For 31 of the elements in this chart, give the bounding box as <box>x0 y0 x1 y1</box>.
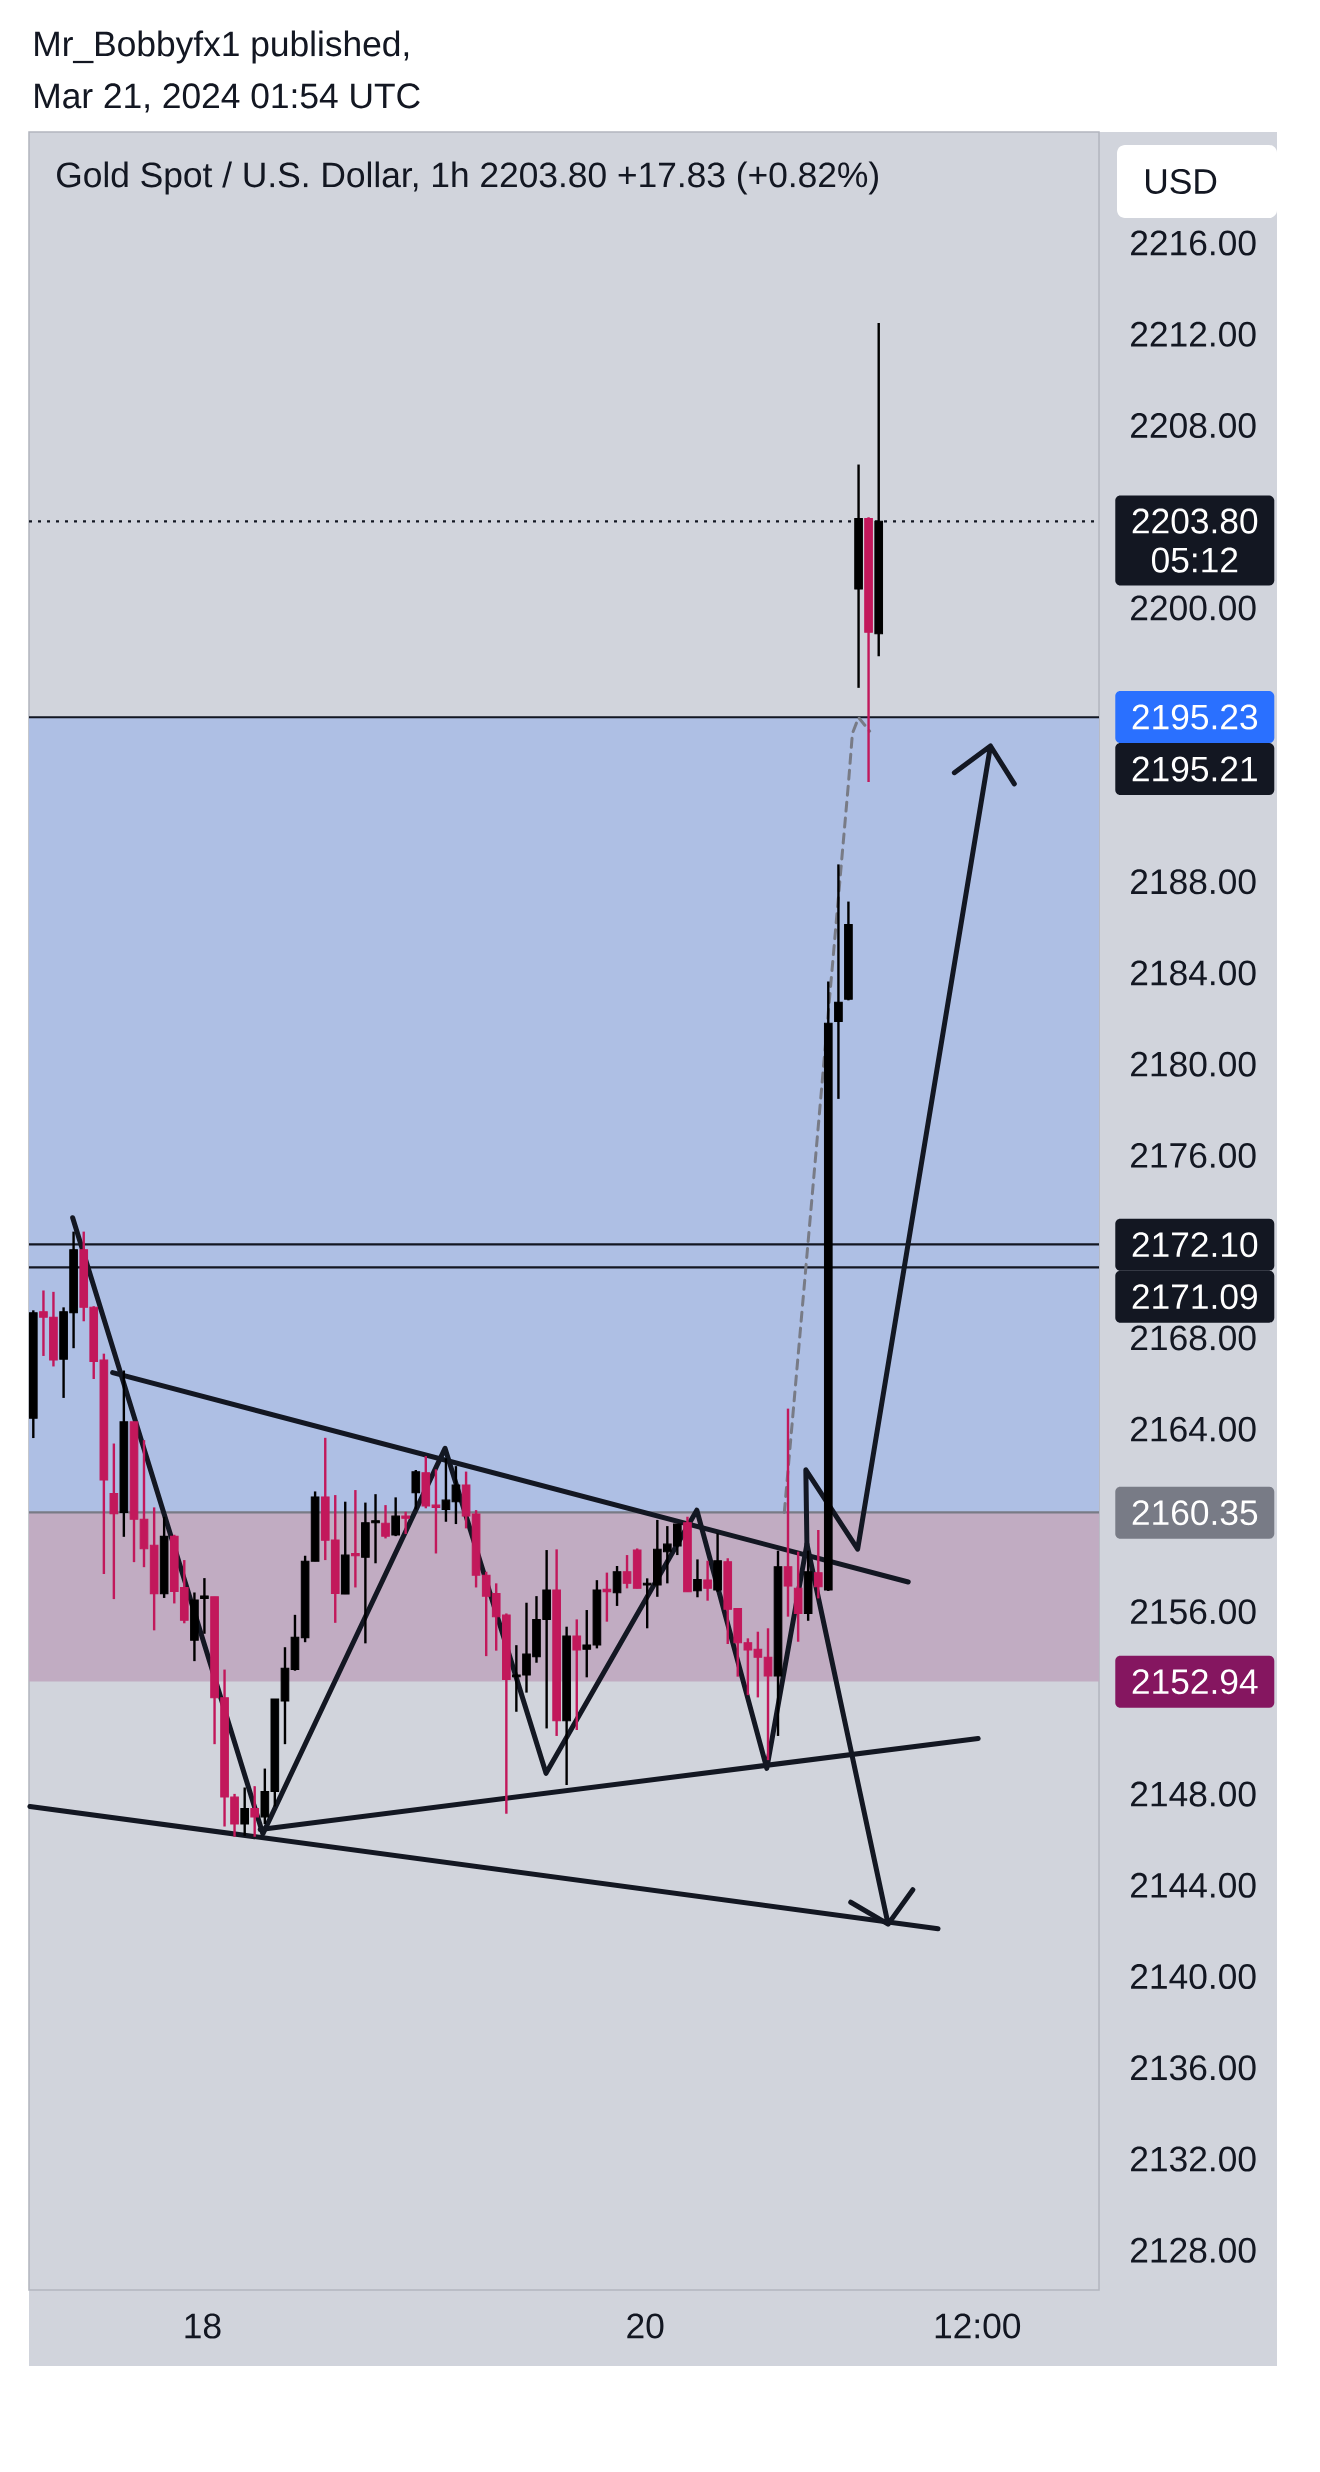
y-tick-label: 2148.00 <box>1131 1781 1256 1807</box>
y-tick-label: 2176.00 <box>1131 1142 1256 1168</box>
ref-line-label: 2160.35 <box>1132 1500 1258 1526</box>
band-label: 2152.94 <box>1132 1669 1258 1695</box>
ref-line-label: 2172.10 <box>1132 1232 1258 1258</box>
x-tick-label: 18 <box>185 2313 221 2339</box>
y-tick-label: 2156.00 <box>1131 1599 1256 1625</box>
y-tick-label: 2216.00 <box>1131 230 1256 256</box>
y-tick-label: 2180.00 <box>1131 1051 1256 1077</box>
y-tick-label: 2168.00 <box>1131 1325 1256 1351</box>
text: Mr_Bobbyfx1 published, <box>35 30 409 64</box>
ref-line-label: 2203.80 05:12 <box>1132 508 1258 573</box>
y-tick-label: 2144.00 <box>1131 1872 1256 1898</box>
y-tick-label: 2164.00 <box>1131 1416 1256 1442</box>
y-tick-label: 2128.00 <box>1131 2237 1256 2263</box>
x-tick-label: 12:00 <box>935 2313 1021 2339</box>
ref-line-label: 2171.09 <box>1132 1284 1257 1310</box>
y-tick-label: 2200.00 <box>1131 595 1256 621</box>
y-tick-label: 2188.00 <box>1131 869 1256 895</box>
text: Mar 21, 2024 01:54 UTC <box>35 83 420 113</box>
y-tick-label: 2212.00 <box>1131 321 1256 347</box>
y-tick-label: 2184.00 <box>1131 960 1256 986</box>
x-tick-label: 20 <box>627 2313 664 2339</box>
text: Gold Spot / U.S. Dollar, 1h 2203.80 +17.83 (+0.82%) <box>57 161 878 195</box>
y-tick-label: 2136.00 <box>1131 2055 1256 2081</box>
y-axis-title: USD <box>1146 168 1217 194</box>
y-tick-label: 2132.00 <box>1131 2146 1256 2172</box>
y-tick-label: 2208.00 <box>1131 413 1256 439</box>
y-tick-label: 2140.00 <box>1131 1964 1256 1990</box>
ref-line-label: 2195.21 <box>1132 756 1257 782</box>
band-label: 2195.23 <box>1132 704 1258 730</box>
